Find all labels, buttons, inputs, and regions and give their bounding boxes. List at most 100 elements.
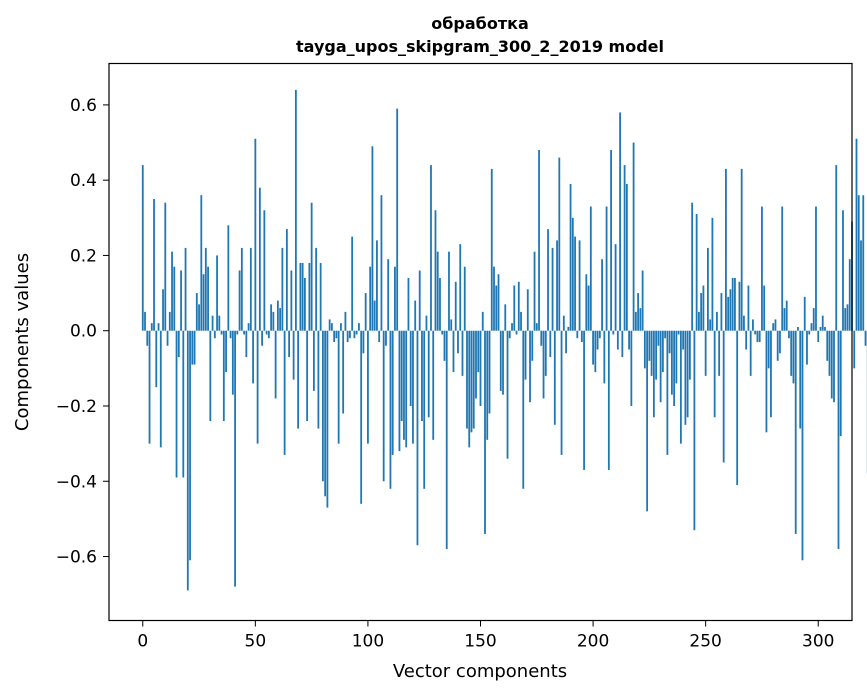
bar	[184, 247, 187, 331]
bar	[691, 202, 694, 331]
bar	[758, 330, 761, 342]
bar	[607, 330, 610, 470]
bar	[166, 330, 169, 346]
bar	[634, 311, 637, 331]
bar	[270, 304, 273, 331]
x-axis-ticks: 0 50 100 150 200 250 300	[137, 620, 834, 652]
bar	[261, 330, 263, 346]
bar	[443, 330, 446, 361]
bar	[358, 323, 360, 331]
bar	[688, 330, 691, 380]
bar	[779, 330, 781, 354]
bar	[490, 168, 493, 331]
bar	[520, 311, 522, 331]
bar	[342, 330, 345, 414]
bar	[781, 206, 784, 331]
bar	[477, 330, 480, 373]
bar	[821, 315, 824, 331]
bar	[486, 330, 489, 440]
bar	[301, 262, 304, 331]
bar	[727, 296, 730, 331]
bar	[684, 330, 687, 425]
bar	[378, 330, 381, 342]
bar	[225, 330, 227, 373]
bar	[707, 247, 709, 331]
bars-group	[141, 89, 867, 591]
bar	[382, 330, 385, 482]
bar	[598, 330, 601, 339]
bar	[218, 315, 221, 331]
bar	[639, 308, 642, 331]
bar	[292, 330, 295, 380]
bar	[711, 217, 714, 331]
bar	[632, 142, 635, 331]
bar	[240, 247, 243, 331]
bar	[157, 323, 160, 331]
bar	[842, 210, 844, 331]
bar	[637, 293, 640, 331]
bar	[592, 330, 594, 365]
bar	[479, 330, 482, 406]
bar	[666, 330, 669, 455]
bar	[461, 330, 464, 376]
bar	[274, 330, 277, 399]
y-tick-label: 0.6	[70, 96, 97, 116]
bar	[418, 270, 421, 331]
bar	[670, 330, 673, 395]
bar	[797, 326, 799, 331]
bar	[256, 330, 259, 444]
bar	[432, 330, 435, 440]
bar	[173, 266, 176, 331]
bar	[571, 217, 574, 331]
bar	[713, 330, 716, 418]
bar	[722, 330, 725, 463]
bar	[729, 289, 732, 331]
bar	[810, 323, 813, 331]
bar	[403, 330, 405, 440]
bar	[862, 195, 865, 331]
bar	[146, 330, 149, 346]
bar	[281, 247, 284, 331]
bar	[648, 330, 651, 361]
bar	[824, 326, 826, 331]
bar	[229, 330, 232, 339]
bar	[700, 293, 703, 331]
bar	[200, 195, 203, 331]
bar	[808, 330, 811, 335]
bar	[355, 330, 358, 335]
bar	[249, 247, 252, 331]
bar	[427, 330, 430, 418]
bar	[234, 330, 236, 587]
bar	[220, 330, 223, 335]
chart-title-line2: tayga_upos_skipgram_300_2_2019 model	[296, 37, 664, 56]
bar	[738, 281, 741, 331]
bar	[177, 330, 180, 358]
bar	[594, 330, 597, 373]
chart-title-line1: обработка	[431, 14, 529, 33]
bar	[767, 330, 770, 369]
bar	[398, 330, 401, 452]
bar	[164, 202, 167, 331]
bar	[279, 308, 282, 331]
bar	[481, 311, 484, 331]
bar	[412, 330, 414, 444]
y-tick-label: 0.2	[70, 246, 97, 266]
bar	[655, 330, 658, 380]
bar	[605, 206, 608, 331]
bar	[677, 330, 680, 335]
bar	[560, 330, 563, 455]
bar	[652, 330, 655, 418]
bar	[475, 330, 477, 399]
y-tick-label: −0.6	[56, 548, 97, 568]
bar	[502, 330, 504, 395]
bar	[812, 308, 815, 331]
bar	[180, 270, 182, 331]
bar	[790, 330, 793, 376]
bar	[538, 150, 540, 331]
bar	[614, 244, 617, 331]
bar	[497, 274, 500, 331]
bar	[556, 240, 558, 331]
bar	[673, 330, 676, 406]
bar	[576, 330, 579, 339]
